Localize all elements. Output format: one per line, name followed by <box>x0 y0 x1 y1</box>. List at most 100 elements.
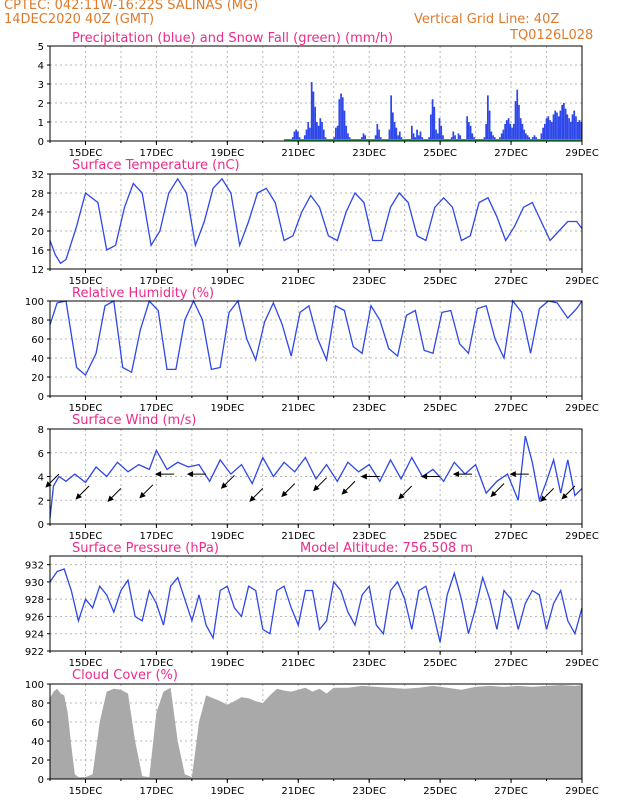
x-tick-label: 21DEC <box>281 786 315 797</box>
precip-bar <box>303 135 306 141</box>
precip-bar <box>314 106 316 141</box>
x-tick-label: 21DEC <box>281 276 315 287</box>
x-tick-label: 23DEC <box>352 276 386 287</box>
grid-rh <box>50 300 582 397</box>
precip-bar <box>417 135 420 141</box>
wind-arrows <box>45 471 576 502</box>
x-tick-label: 21DEC <box>281 531 315 542</box>
x-tick-label: 15DEC <box>69 276 103 287</box>
precip-bar <box>547 116 550 141</box>
x-tick-label: 23DEC <box>352 403 386 414</box>
precip-bar <box>514 101 517 141</box>
x-tick-label: 25DEC <box>423 276 457 287</box>
wind-arrow-head <box>220 482 228 489</box>
panel-title-temp: Surface Temperature (nC) <box>72 158 240 173</box>
precip-bar <box>556 112 558 141</box>
wind-arrow-head <box>107 495 114 502</box>
x-tick-label: 23DEC <box>352 531 386 542</box>
panel-cloud: 15DEC 17DEC 19DEC 21DEC 23DEC 25DEC 27DEC 29DEC… <box>25 668 599 797</box>
x-tick-label: 17DEC <box>140 276 174 287</box>
precip-bar <box>297 131 299 141</box>
precip-bar <box>378 129 380 141</box>
x-tick-label: 29DEC <box>565 658 599 669</box>
precip-bar <box>519 118 522 141</box>
precip-bar <box>552 114 555 141</box>
y-tick-label: 2 <box>38 99 44 110</box>
panel-title-precip: Precipitation (blue) and Snow Fall (gree… <box>72 31 393 46</box>
y-tick-label: 32 <box>31 170 44 181</box>
grid-wind <box>50 428 582 525</box>
x-tick-label: 29DEC <box>565 786 599 797</box>
x-tick-label: 25DEC <box>423 148 457 159</box>
precip-bar <box>376 123 379 141</box>
y-tick-label: 20 <box>31 227 44 238</box>
precip-bar <box>430 114 432 141</box>
y-tick-label: 16 <box>31 246 44 257</box>
precip-bar <box>390 95 392 141</box>
x-tick-label: 23DEC <box>352 786 386 797</box>
frame-cloud <box>49 683 583 780</box>
precip-bar <box>347 133 349 141</box>
precip-bar <box>559 110 562 141</box>
precip-bar <box>395 127 398 141</box>
x-tick-label: 25DEC <box>423 786 457 797</box>
x-tick-label: 17DEC <box>140 786 174 797</box>
precip-bar <box>578 120 581 141</box>
temp-line <box>49 177 583 265</box>
x-tick-label: 19DEC <box>210 658 244 669</box>
panel-wind: 15DEC 17DEC 19DEC 21DEC 23DEC 25DEC 27DEC 29DEC… <box>38 413 599 542</box>
precip-bar <box>397 135 399 141</box>
y-tick-label: 0 <box>38 392 44 403</box>
precip-bar <box>540 133 543 141</box>
wind-arrow-head <box>139 491 146 499</box>
y-tick-label: 60 <box>31 335 44 346</box>
precip-bar <box>504 123 506 141</box>
panel-title-wind: Surface Wind (m/s) <box>72 413 196 428</box>
precip-bar <box>374 135 377 141</box>
precip-bar <box>317 125 320 141</box>
x-tick-label: 27DEC <box>494 786 528 797</box>
x-tick-label: 27DEC <box>494 531 528 542</box>
x-tick-label: 19DEC <box>210 148 244 159</box>
x-tick-label: 17DEC <box>140 148 174 159</box>
precip-bar <box>469 125 472 141</box>
y-tick-label: 40 <box>31 737 44 748</box>
precip-bar <box>452 131 455 141</box>
x-tick-label: 21DEC <box>281 658 315 669</box>
precip-bar <box>319 118 322 141</box>
x-tick-label: 19DEC <box>210 403 244 414</box>
precip-bar <box>345 125 348 141</box>
y-tick-label: 60 <box>31 718 44 729</box>
panel-rh: 15DEC 17DEC 19DEC 21DEC 23DEC 25DEC 27DEC 29DEC… <box>25 286 599 414</box>
precip-bar <box>388 129 391 141</box>
frame-precip <box>49 45 583 142</box>
grid-temp <box>50 173 582 270</box>
precip-bar <box>436 133 439 141</box>
precip-bar <box>506 120 508 141</box>
precip-bar <box>526 135 529 141</box>
precip-bar <box>295 129 297 141</box>
precip-bar <box>340 93 342 141</box>
precip-bar <box>523 129 525 141</box>
precip-bar <box>412 133 415 141</box>
station-header: CPTEC: 042:11W-16:22S SALINAS (MG) <box>4 0 259 13</box>
y-tick-label: 100 <box>25 297 44 308</box>
precip-bar <box>440 125 443 141</box>
precip-bar <box>416 129 418 141</box>
x-tick-label: 17DEC <box>140 403 174 414</box>
precip-bar <box>569 122 572 141</box>
precip-bar <box>411 125 413 141</box>
x-tick-label: 17DEC <box>140 658 174 669</box>
precip-bar <box>500 133 503 141</box>
wind-arrow-head <box>561 493 568 500</box>
precip-bar <box>398 131 401 141</box>
y-tick-label: 932 <box>25 561 44 572</box>
x-tick-label: 19DEC <box>210 786 244 797</box>
precip-bar <box>573 110 576 141</box>
precip-bar <box>343 110 346 141</box>
wind-arrow-head <box>540 495 547 502</box>
precip-bar <box>392 112 394 141</box>
precip-bar <box>563 103 565 141</box>
x-tick-label: 29DEC <box>565 276 599 287</box>
